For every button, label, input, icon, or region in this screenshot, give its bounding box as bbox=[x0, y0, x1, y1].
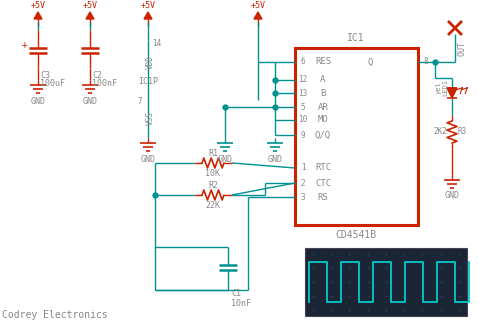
Text: +5V: +5V bbox=[140, 1, 156, 10]
Text: 10: 10 bbox=[298, 115, 308, 124]
Polygon shape bbox=[447, 88, 457, 98]
Text: 100uF: 100uF bbox=[40, 80, 65, 89]
Text: 22K: 22K bbox=[205, 200, 220, 210]
Text: yel: yel bbox=[436, 82, 442, 94]
Text: MO: MO bbox=[318, 115, 329, 124]
Text: GND: GND bbox=[31, 96, 46, 106]
Text: LED1: LED1 bbox=[442, 80, 448, 96]
Text: GND: GND bbox=[140, 155, 156, 164]
Text: Q: Q bbox=[367, 58, 373, 66]
Text: 12: 12 bbox=[298, 75, 308, 85]
Text: B: B bbox=[320, 89, 326, 97]
Text: R3: R3 bbox=[457, 128, 467, 137]
Text: GND: GND bbox=[445, 191, 459, 200]
Text: 9: 9 bbox=[301, 131, 305, 139]
Text: IC1: IC1 bbox=[347, 33, 365, 43]
Bar bbox=[305, 248, 467, 316]
Text: GND: GND bbox=[267, 155, 283, 164]
Text: CTC: CTC bbox=[315, 179, 331, 188]
Text: VDD: VDD bbox=[146, 55, 155, 69]
Text: +5V: +5V bbox=[251, 1, 265, 10]
Text: A: A bbox=[320, 75, 326, 85]
Text: OUT: OUT bbox=[457, 40, 467, 56]
Text: 100nF: 100nF bbox=[92, 80, 117, 89]
Polygon shape bbox=[86, 12, 94, 19]
Text: RS: RS bbox=[318, 192, 329, 201]
Text: 10K: 10K bbox=[205, 168, 220, 178]
Text: +5V: +5V bbox=[31, 1, 46, 10]
Text: 6: 6 bbox=[301, 58, 305, 66]
Text: GND: GND bbox=[217, 155, 232, 164]
Text: Codrey Electronics: Codrey Electronics bbox=[2, 310, 108, 320]
Polygon shape bbox=[34, 12, 42, 19]
Text: 2K2: 2K2 bbox=[433, 128, 447, 137]
Text: AR: AR bbox=[318, 103, 329, 112]
Text: 13: 13 bbox=[298, 89, 308, 97]
Text: 7: 7 bbox=[137, 97, 142, 107]
Text: IC1P: IC1P bbox=[138, 78, 158, 87]
Bar bbox=[295, 48, 418, 225]
Text: CD4541B: CD4541B bbox=[335, 230, 376, 240]
Text: GND: GND bbox=[82, 96, 98, 106]
Text: RTC: RTC bbox=[315, 164, 331, 172]
Text: 3: 3 bbox=[301, 192, 305, 201]
Text: RES: RES bbox=[315, 58, 331, 66]
Text: 5: 5 bbox=[301, 103, 305, 112]
Text: Q/Q: Q/Q bbox=[315, 131, 331, 139]
Text: VSS: VSS bbox=[146, 111, 155, 125]
Text: +: + bbox=[22, 40, 28, 50]
Text: 10nF: 10nF bbox=[231, 298, 251, 308]
Polygon shape bbox=[144, 12, 152, 19]
Text: R2: R2 bbox=[208, 181, 218, 190]
Text: 1: 1 bbox=[301, 164, 305, 172]
Text: 2: 2 bbox=[301, 179, 305, 188]
Text: C1: C1 bbox=[231, 289, 241, 297]
Text: 8: 8 bbox=[424, 58, 428, 66]
Text: 14: 14 bbox=[152, 38, 161, 47]
Text: +5V: +5V bbox=[82, 1, 98, 10]
Text: R1: R1 bbox=[208, 148, 218, 158]
Text: C3: C3 bbox=[40, 71, 50, 81]
Text: C2: C2 bbox=[92, 71, 102, 81]
Polygon shape bbox=[254, 12, 262, 19]
